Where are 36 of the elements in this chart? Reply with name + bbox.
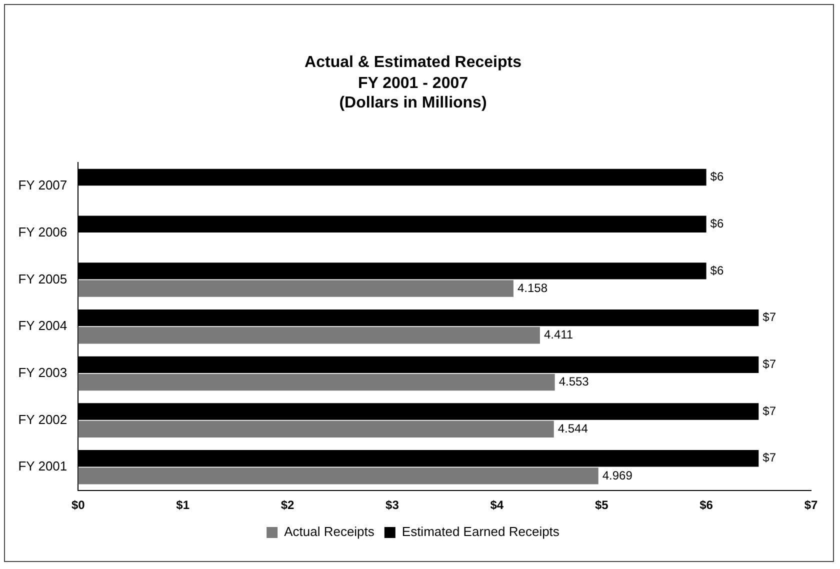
y-tick-label: FY 2002	[18, 412, 68, 427]
bar	[78, 420, 554, 438]
data-label: 4.411	[544, 328, 574, 342]
data-label: $7	[762, 404, 776, 418]
data-label: $6	[710, 216, 724, 230]
chart-title: Actual & Estimated Receipts	[304, 54, 522, 72]
x-tick-label: $3	[386, 498, 400, 512]
data-label: $7	[762, 310, 776, 324]
x-tick-label: $2	[280, 498, 295, 512]
x-tick-label: $4	[490, 498, 504, 512]
bar	[78, 327, 540, 344]
chart-subtitle: FY 2001 - 2007 (Dollars in Millions)	[339, 75, 487, 112]
bar	[78, 280, 514, 297]
bar	[78, 374, 555, 391]
y-tick-label: FY 2005	[18, 271, 68, 286]
x-tick-label: $0	[71, 498, 86, 512]
legend-label: Actual Receipts	[284, 524, 375, 540]
y-tick-label: FY 2001	[18, 458, 68, 474]
y-tick-label: FY 2004	[18, 318, 68, 334]
x-tick-label: $6	[700, 498, 714, 512]
data-label: 4.553	[558, 374, 590, 389]
bar	[78, 468, 598, 484]
data-label: $7	[762, 450, 776, 465]
legend-label: Estimated Earned Receipts	[402, 524, 560, 540]
x-tick-label: $7	[804, 498, 818, 512]
y-tick-label: FY 2006	[18, 224, 68, 240]
data-label: 4.544	[558, 421, 588, 436]
data-label: $7	[762, 356, 776, 371]
y-tick-label: FY 2007	[18, 178, 68, 193]
x-tick-label: $1	[176, 498, 190, 512]
y-tick-label: FY 2003	[18, 365, 68, 380]
x-tick-label: $5	[594, 498, 609, 512]
data-label: 4.158	[517, 280, 548, 295]
data-label: $6	[710, 263, 724, 278]
data-label: $6	[710, 170, 724, 184]
data-label: 4.969	[602, 468, 633, 482]
